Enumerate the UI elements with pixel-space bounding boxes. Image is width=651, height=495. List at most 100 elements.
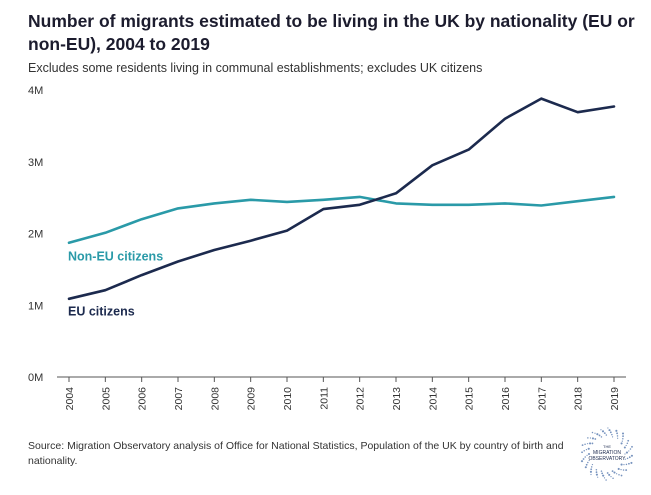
logo-dot xyxy=(588,442,592,445)
x-tick-label: 2014 xyxy=(427,387,439,411)
logo-dot xyxy=(607,427,609,429)
x-tick-label: 2006 xyxy=(137,387,149,411)
series-label: EU citizens xyxy=(68,304,135,318)
logo-dot xyxy=(600,429,602,431)
series-labels: Non-EU citizens EU citizens xyxy=(68,250,163,319)
logo-dot xyxy=(586,443,589,445)
logo-dot xyxy=(588,459,590,462)
logo-dot xyxy=(611,470,614,473)
logo-dot xyxy=(625,444,627,447)
logo-dot xyxy=(628,456,631,459)
logo-dot xyxy=(582,458,585,460)
logo-dot xyxy=(587,452,591,456)
logo-dot xyxy=(625,451,629,454)
logo-dot xyxy=(616,473,618,475)
logo-dot xyxy=(589,470,592,473)
logo-dot xyxy=(631,445,633,448)
logo-dot xyxy=(625,463,628,466)
logo-dot xyxy=(611,433,613,436)
logo-dot xyxy=(601,430,605,433)
logo-dot xyxy=(628,450,630,452)
logo-dot xyxy=(583,450,585,452)
logo-dot xyxy=(603,477,606,479)
logo-dot xyxy=(591,431,594,434)
logo-dot xyxy=(605,479,607,481)
y-tick-label: 3M xyxy=(28,157,43,169)
logo-dot xyxy=(625,469,628,471)
x-tick-label: 2018 xyxy=(573,387,585,411)
logo-dot xyxy=(605,434,608,436)
y-axis: 0M 1M 2M 3M 4M xyxy=(28,85,43,384)
logo-dot xyxy=(629,448,632,450)
logo-dot xyxy=(602,474,605,477)
logo-dot xyxy=(580,460,584,463)
logo-dot xyxy=(595,473,598,476)
x-tick-label: 2005 xyxy=(100,387,112,411)
logo-dot xyxy=(591,442,594,445)
logo-dot xyxy=(608,429,611,432)
logo-dot xyxy=(611,436,614,438)
logo-dot-ring xyxy=(580,427,633,481)
logo-dot xyxy=(623,463,625,466)
logo-dot xyxy=(617,437,619,439)
x-tick-label: 2017 xyxy=(536,387,548,411)
x-tick-label: 2008 xyxy=(209,387,221,411)
logo-dot xyxy=(595,469,598,471)
series-label: Non-EU citizens xyxy=(68,250,163,264)
logo-dot xyxy=(621,440,623,442)
logo-dot xyxy=(628,462,630,465)
logo-dot xyxy=(624,458,626,460)
y-tick-label: 4M xyxy=(28,85,43,97)
logo-dot xyxy=(590,473,592,476)
logo-dot xyxy=(590,468,593,471)
logo-dot xyxy=(594,438,597,440)
logo-dot xyxy=(624,453,626,455)
logo-text-observatory: OBSERVATORY xyxy=(588,456,626,462)
series-line-non-eu-citizens xyxy=(67,195,616,245)
logo-dot xyxy=(590,466,593,468)
logo-dot xyxy=(581,444,584,447)
logo-dot xyxy=(622,437,624,440)
logo-dot xyxy=(621,432,625,435)
logo-text-the: THE xyxy=(603,444,611,449)
logo-dot xyxy=(620,442,623,445)
logo-dot xyxy=(627,439,630,442)
x-tick-label: 2016 xyxy=(500,387,512,411)
logo-dot xyxy=(595,471,598,474)
x-tick-label: 2007 xyxy=(173,387,185,411)
logo-dot xyxy=(620,463,623,466)
logo-dot xyxy=(586,454,588,456)
logo-dot xyxy=(626,457,629,460)
source-note: Source: Migration Observatory analysis o… xyxy=(28,440,564,467)
logo-dot xyxy=(587,437,589,439)
logo-dot xyxy=(591,463,594,466)
logo-dot xyxy=(616,432,618,435)
chart-subtitle: Excludes some residents living in commun… xyxy=(28,61,483,75)
x-tick-label: 2010 xyxy=(282,387,294,411)
logo-dot xyxy=(620,469,622,471)
x-tick-label: 2009 xyxy=(246,387,258,411)
logo-dot xyxy=(610,476,612,478)
logo-dot xyxy=(601,472,604,475)
logo-dot xyxy=(589,437,592,439)
logo-dot xyxy=(581,451,583,454)
migration-observatory-logo: THE MIGRATION OBSERVATORY xyxy=(580,427,633,481)
logo-dot xyxy=(606,472,609,474)
logo-dot xyxy=(617,467,620,471)
logo-dot xyxy=(612,477,614,480)
y-tick-label: 0M xyxy=(28,372,43,384)
logo-dot xyxy=(585,463,588,466)
logo-dot xyxy=(591,437,594,440)
logo-dot xyxy=(585,449,588,451)
logo-text-migration: MIGRATION xyxy=(593,450,621,456)
logo-dot xyxy=(587,461,589,464)
x-tick-label: 2019 xyxy=(609,387,621,411)
logo-dot xyxy=(630,461,633,464)
logo-dot xyxy=(598,434,601,437)
logo-dot xyxy=(597,476,599,478)
logo-dot xyxy=(603,432,606,435)
y-tick-label: 1M xyxy=(28,300,43,312)
logo-dot xyxy=(609,431,612,434)
x-tick-label: 2004 xyxy=(64,387,76,411)
